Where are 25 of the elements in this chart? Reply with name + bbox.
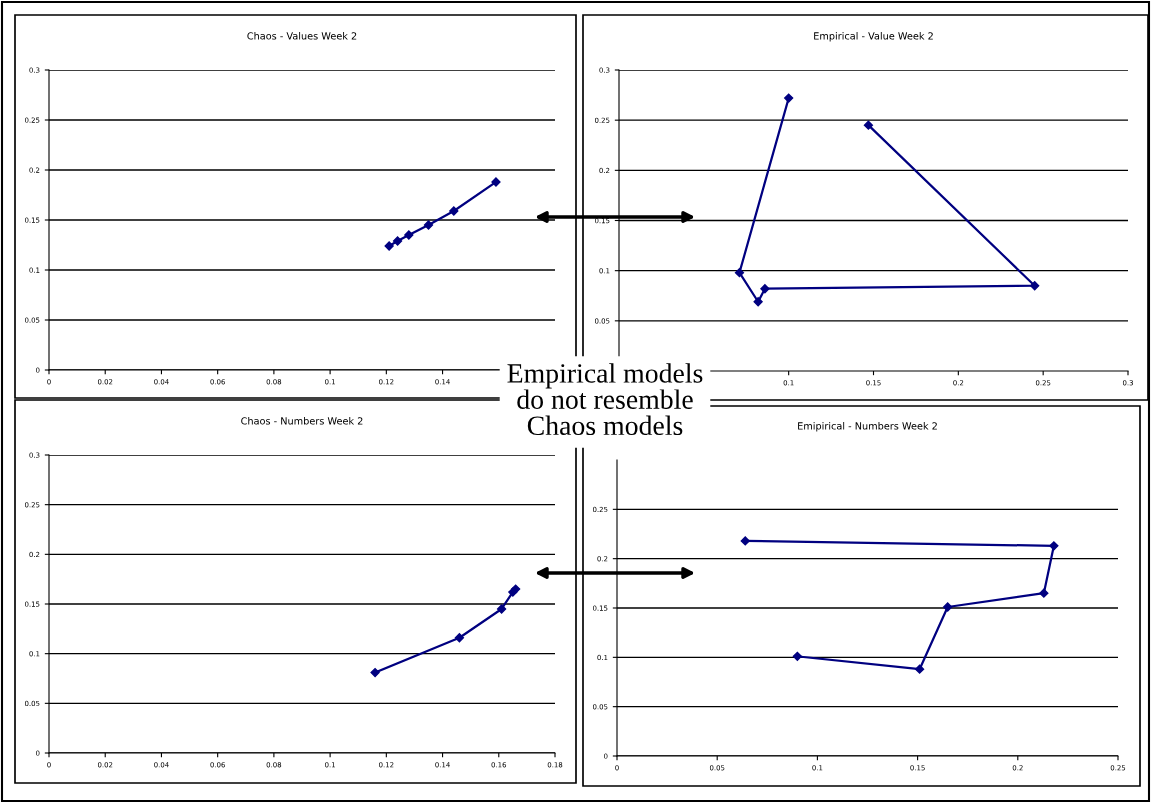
point xyxy=(792,651,802,661)
point xyxy=(1039,588,1049,598)
point xyxy=(384,241,394,251)
point xyxy=(863,120,874,130)
point xyxy=(496,604,507,614)
chart-title: Chaos - Numbers Week 2 xyxy=(241,417,363,425)
chart-title: Chaos - Values Week 2 xyxy=(247,32,357,40)
point xyxy=(423,220,434,230)
point xyxy=(392,236,403,246)
point xyxy=(449,206,459,216)
point xyxy=(370,667,380,678)
point xyxy=(914,664,925,674)
point xyxy=(740,536,750,546)
point xyxy=(734,268,745,278)
point xyxy=(753,297,763,307)
point xyxy=(454,633,465,643)
point xyxy=(943,602,953,612)
point xyxy=(1049,541,1059,551)
point xyxy=(404,230,414,240)
chart-title: Emipirical - Numbers Week 2 xyxy=(798,422,937,432)
annotation: Empirical models do not resemble Chaos models xyxy=(507,363,703,436)
point xyxy=(1030,281,1040,291)
point xyxy=(760,284,770,294)
chart-title: Empirical - Value Week 2 xyxy=(814,32,933,42)
point xyxy=(784,93,794,103)
